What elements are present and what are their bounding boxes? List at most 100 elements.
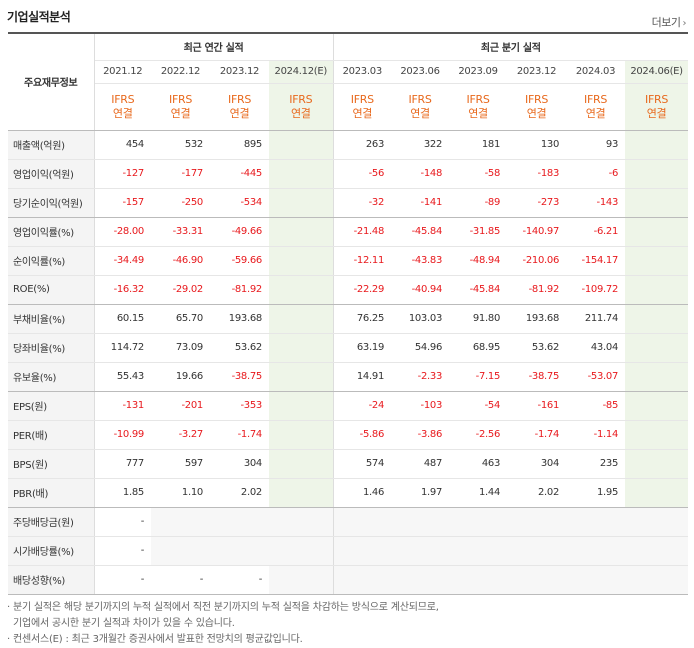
table-cell: -157	[94, 188, 151, 218]
table-cell: 181	[449, 130, 508, 160]
table-cell: 1.97	[391, 478, 450, 508]
row-label: EPS(원)	[8, 391, 95, 421]
table-cell: 211.74	[566, 304, 626, 334]
table-row: 매출액(억원) 454 532 895 263 322 181 130 93	[8, 130, 689, 160]
table-cell: -161	[507, 391, 567, 421]
table-cell: -127	[94, 159, 151, 189]
table-cell: 114.72	[94, 333, 151, 363]
table-cell	[151, 507, 210, 537]
table-cell: -21.48	[333, 217, 392, 247]
table-cell: 43.04	[566, 333, 626, 363]
table-cell: 55.43	[94, 362, 151, 392]
table-cell	[333, 507, 392, 537]
table-row: 주당배당금(원) -	[8, 507, 689, 537]
period-header: 2023.03	[333, 60, 392, 84]
table-cell: -38.75	[210, 362, 269, 392]
chevron-right-icon: ›	[682, 18, 687, 29]
table-cell: 76.25	[333, 304, 392, 334]
table-row: 부채비율(%) 60.15 65.70 193.68 76.25 103.03 91.80 1…	[8, 304, 689, 334]
table-cell	[625, 391, 689, 421]
table-cell: -10.99	[94, 420, 151, 450]
table-row: EPS(원) -131 -201 -353 -24 -103 -54 -161 -85	[8, 391, 689, 421]
table-cell: -31.85	[449, 217, 508, 247]
section-title: 기업실적분석	[7, 10, 71, 24]
table-cell: 2.02	[210, 478, 269, 508]
table-cell: 574	[333, 449, 392, 479]
table-cell	[333, 536, 392, 566]
table-cell: -534	[210, 188, 269, 218]
period-header: 2024.12(E)	[269, 60, 334, 84]
table-cell: 1.85	[94, 478, 151, 508]
basis-standard: IFRS	[169, 92, 192, 106]
table-cell	[625, 536, 689, 566]
table-row: 당좌비율(%) 114.72 73.09 53.62 63.19 54.96 68.95 53…	[8, 333, 689, 363]
table-cell: 68.95	[449, 333, 508, 363]
table-cell: -140.97	[507, 217, 567, 247]
basis-header: IFRS 연결	[210, 83, 269, 131]
table-cell: -	[94, 536, 151, 566]
table-cell: -81.92	[210, 275, 269, 305]
table-cell: -5.86	[333, 420, 392, 450]
table-row: 시가배당률(%) -	[8, 536, 689, 566]
basis-standard: IFRS	[525, 92, 549, 106]
more-link[interactable]: 더보기 ›	[652, 14, 687, 30]
table-cell: -141	[391, 188, 450, 218]
table-cell	[449, 565, 508, 595]
table-cell: -48.94	[449, 246, 508, 276]
table-cell: -3.86	[391, 420, 450, 450]
row-label: 영업이익률(%)	[8, 217, 95, 247]
table-row: 당기순이익(억원) -157 -250 -534 -32 -141 -89 -273 -143	[8, 188, 689, 218]
table-cell	[625, 130, 689, 160]
table-row: 영업이익률(%) -28.00 -33.31 -49.66 -21.48 -45.84 -3…	[8, 217, 689, 247]
table-cell	[269, 362, 334, 392]
table-cell: -148	[391, 159, 450, 189]
table-row: ROE(%) -16.32 -29.02 -81.92 -22.29 -40.94 -45.…	[8, 275, 689, 305]
table-cell	[391, 565, 450, 595]
table-cell	[269, 536, 334, 566]
table-cell	[269, 304, 334, 334]
table-cell: -28.00	[94, 217, 151, 247]
table-cell: 53.62	[210, 333, 269, 363]
table-cell	[269, 507, 334, 537]
table-cell	[625, 362, 689, 392]
table-cell: -143	[566, 188, 626, 218]
table-cell: 103.03	[391, 304, 450, 334]
table-cell	[210, 536, 269, 566]
table-cell	[625, 159, 689, 189]
row-label: ROE(%)	[8, 275, 95, 305]
table-cell: -32	[333, 188, 392, 218]
table-cell: -43.83	[391, 246, 450, 276]
table-cell: -109.72	[566, 275, 626, 305]
table-cell	[566, 507, 626, 537]
table-cell: 895	[210, 130, 269, 160]
basis-header: IFRS 연결	[507, 83, 567, 131]
table-cell	[507, 565, 567, 595]
table-cell: 2.02	[507, 478, 567, 508]
table-cell: -	[210, 565, 269, 595]
table-cell: -183	[507, 159, 567, 189]
table-cell	[269, 391, 334, 421]
annual-group-header: 최근 연간 실적	[94, 33, 334, 61]
table-cell: -273	[507, 188, 567, 218]
table-cell: 463	[449, 449, 508, 479]
table-cell	[625, 304, 689, 334]
basis-standard: IFRS	[408, 92, 432, 106]
table-cell: -45.84	[391, 217, 450, 247]
table-cell: -22.29	[333, 275, 392, 305]
table-cell: -	[94, 565, 151, 595]
basis-header: IFRS 연결	[625, 83, 689, 131]
footnote-line: 기업에서 공시한 분기 실적과 차이가 있을 수 있습니다.	[7, 618, 235, 629]
table-cell: -53.07	[566, 362, 626, 392]
table-cell: -29.02	[151, 275, 210, 305]
table-cell	[449, 536, 508, 566]
basis-header: IFRS 연결	[151, 83, 210, 131]
table-cell: 193.68	[210, 304, 269, 334]
table-cell: 54.96	[391, 333, 450, 363]
table-cell: 304	[210, 449, 269, 479]
table-cell: -	[94, 507, 151, 537]
table-cell: -81.92	[507, 275, 567, 305]
table-cell	[269, 449, 334, 479]
table-cell: -54	[449, 391, 508, 421]
row-label: BPS(원)	[8, 449, 95, 479]
table-cell: -40.94	[391, 275, 450, 305]
